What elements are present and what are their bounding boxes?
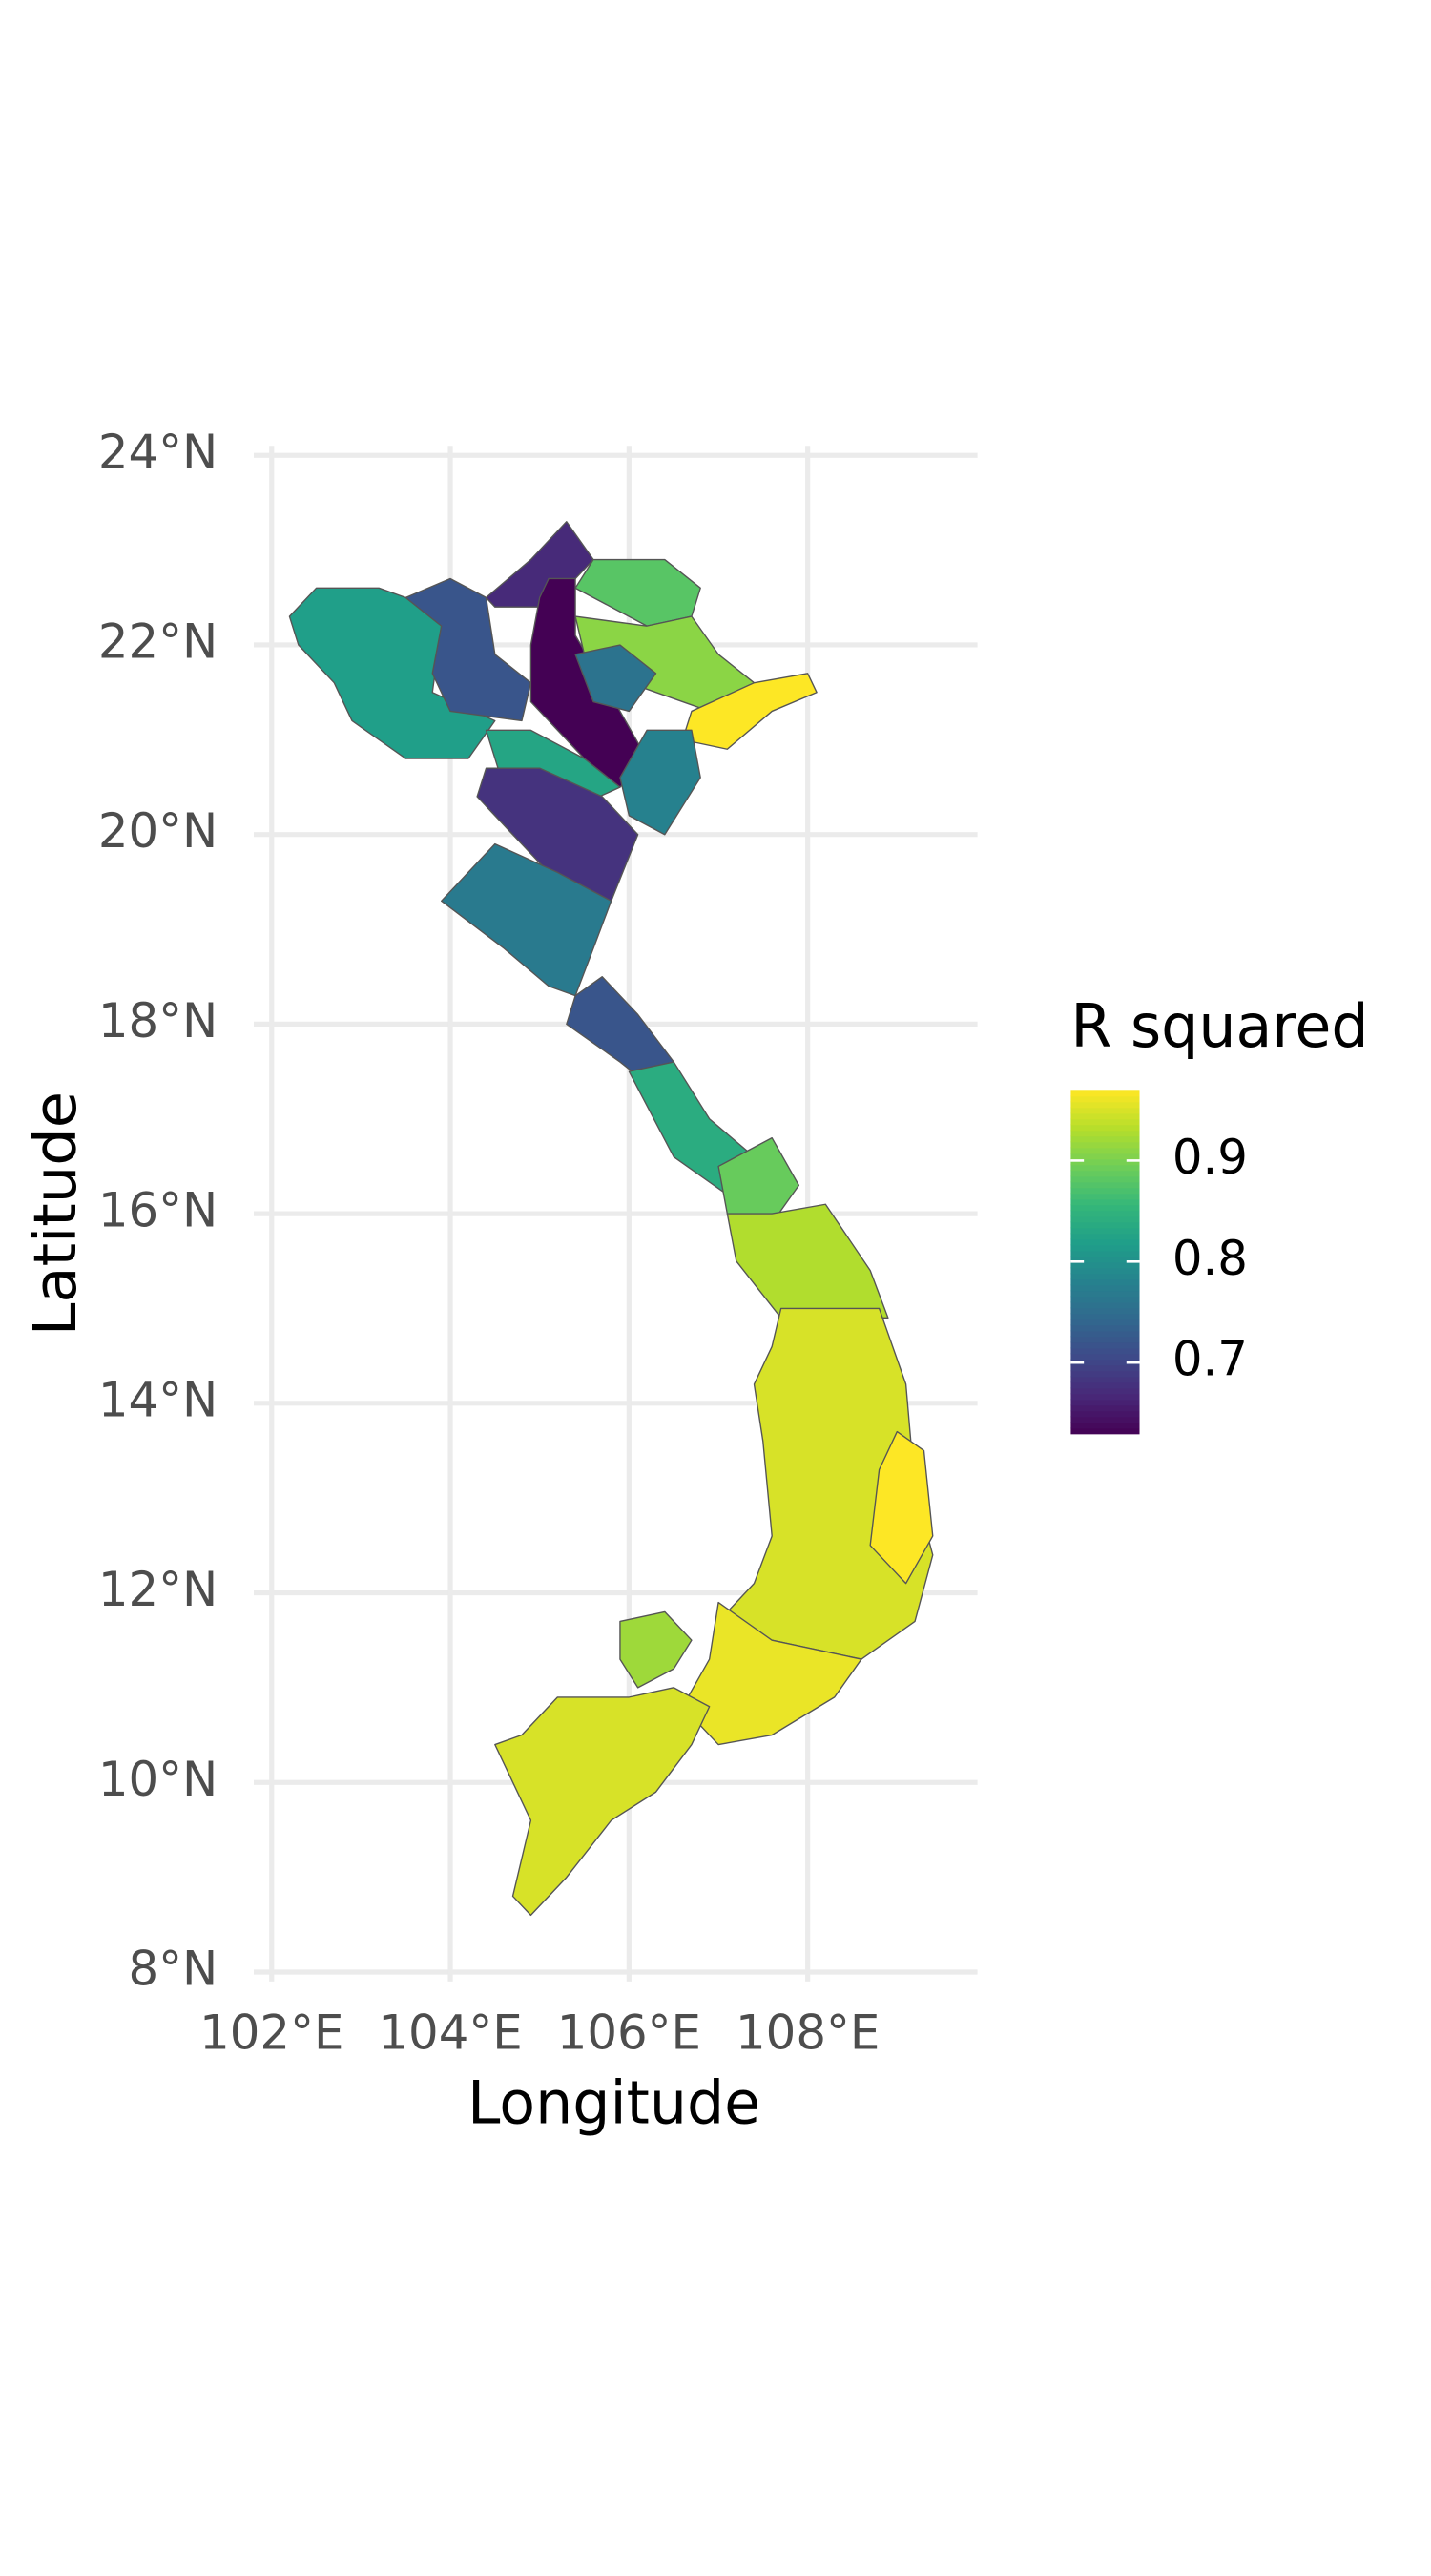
colorbar-step	[1070, 1387, 1140, 1395]
colorbar-step	[1070, 1399, 1140, 1406]
colorbar-step	[1070, 1410, 1140, 1418]
region	[441, 842, 612, 997]
colorbar-step	[1070, 1267, 1140, 1275]
colorbar-step	[1070, 1256, 1140, 1263]
region	[726, 1203, 889, 1319]
y-tick-label: 20°N	[98, 803, 218, 859]
colorbar-step	[1070, 1370, 1140, 1378]
colorbar-step	[1070, 1404, 1140, 1412]
colorbar-step	[1070, 1284, 1140, 1292]
colorbar-step	[1070, 1244, 1140, 1252]
colorbar-step	[1070, 1141, 1140, 1149]
colorbar-step	[1070, 1307, 1140, 1315]
colorbar-label: 0.8	[1172, 1231, 1248, 1286]
colorbar-step	[1070, 1296, 1140, 1303]
colorbar-step	[1070, 1135, 1140, 1143]
colorbar-step	[1070, 1164, 1140, 1172]
colorbar-step	[1070, 1227, 1140, 1235]
colorbar-step	[1070, 1278, 1140, 1286]
colorbar-step	[1070, 1324, 1140, 1332]
colorbar-step	[1070, 1359, 1140, 1366]
colorbar-step	[1070, 1364, 1140, 1372]
region	[485, 521, 594, 608]
y-tick-label: 22°N	[98, 613, 218, 669]
region	[574, 558, 701, 627]
colorbar-step	[1070, 1118, 1140, 1126]
y-tick-label: 8°N	[129, 1941, 218, 1996]
colorbar-step	[1070, 1158, 1140, 1166]
colorbar-step	[1070, 1341, 1140, 1349]
colorbar-step	[1070, 1090, 1140, 1097]
colorbar-step	[1070, 1153, 1140, 1160]
colorbar-step	[1070, 1336, 1140, 1343]
y-tick-label: 16°N	[98, 1182, 218, 1237]
colorbar-step	[1070, 1238, 1140, 1246]
y-tick-label: 10°N	[98, 1752, 218, 1807]
colorbar-step	[1070, 1095, 1140, 1103]
region	[574, 644, 657, 713]
region	[288, 587, 496, 759]
colorbar-step	[1070, 1101, 1140, 1109]
colorbar-step	[1070, 1107, 1140, 1114]
colorbar-step	[1070, 1181, 1140, 1189]
colorbar-step	[1070, 1261, 1140, 1269]
colorbar-step	[1070, 1193, 1140, 1200]
colorbar-step	[1070, 1427, 1140, 1435]
region	[717, 1136, 800, 1224]
colorbar-step	[1070, 1319, 1140, 1326]
colorbar-step	[1070, 1124, 1140, 1132]
y-tick-label: 14°N	[98, 1372, 218, 1427]
colorbar-step	[1070, 1376, 1140, 1383]
colorbar-step	[1070, 1422, 1140, 1429]
colorbar-step	[1070, 1330, 1140, 1338]
x-tick-label: 102°E	[199, 2005, 343, 2060]
colorbar-step	[1070, 1112, 1140, 1120]
colorbar-label: 0.7	[1172, 1332, 1248, 1387]
region	[681, 1601, 862, 1746]
colorbar-step	[1070, 1290, 1140, 1298]
colorbar-step	[1070, 1313, 1140, 1320]
colorbar-step	[1070, 1353, 1140, 1361]
colorbar-step	[1070, 1210, 1140, 1217]
region	[619, 729, 701, 836]
y-axis-title: Latitude	[20, 1091, 90, 1336]
region	[619, 1610, 693, 1689]
colorbar-step	[1070, 1215, 1140, 1223]
x-tick-label: 108°E	[736, 2005, 880, 2060]
x-tick-label: 104°E	[378, 2005, 522, 2060]
x-axis-title: Longitude	[467, 2067, 760, 2137]
region	[404, 577, 532, 722]
colorbar-step	[1070, 1381, 1140, 1389]
region	[494, 1687, 711, 1917]
colorbar-step	[1070, 1250, 1140, 1257]
colorbar-step	[1070, 1347, 1140, 1355]
colorbar-step	[1070, 1416, 1140, 1423]
colorbar-step	[1070, 1233, 1140, 1240]
colorbar-step	[1070, 1147, 1140, 1154]
y-tick-label: 18°N	[98, 993, 218, 1049]
colorbar-step	[1070, 1204, 1140, 1212]
colorbar-step	[1070, 1130, 1140, 1137]
colorbar-step	[1070, 1170, 1140, 1177]
x-tick-label: 106°E	[557, 2005, 701, 2060]
y-tick-label: 24°N	[98, 425, 218, 480]
colorbar-step	[1070, 1198, 1140, 1206]
colorbar-step	[1070, 1175, 1140, 1183]
region	[869, 1430, 934, 1585]
colorbar-step	[1070, 1187, 1140, 1195]
legend-title: R squared	[1070, 991, 1368, 1061]
colorbar-label: 0.9	[1172, 1130, 1248, 1185]
colorbar-step	[1070, 1273, 1140, 1280]
colorbar-step	[1070, 1393, 1140, 1401]
colorbar-step	[1070, 1301, 1140, 1309]
y-tick-label: 12°N	[98, 1562, 218, 1617]
colorbar-step	[1070, 1221, 1140, 1229]
